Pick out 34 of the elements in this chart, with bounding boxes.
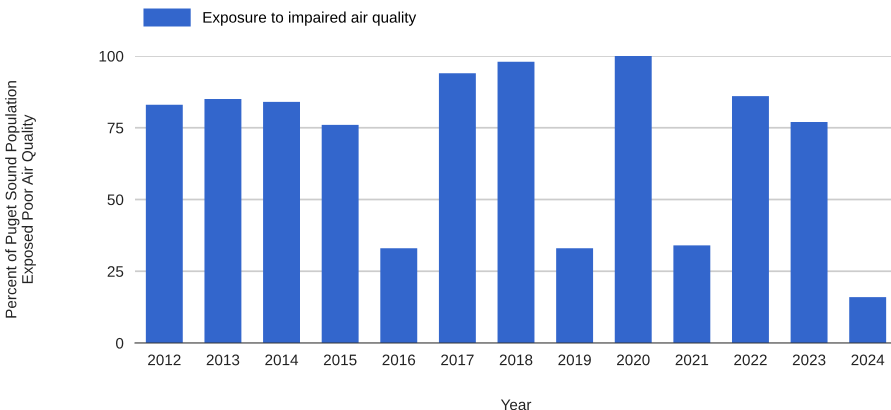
bar — [146, 104, 183, 343]
bar — [263, 102, 300, 343]
legend-label: Exposure to impaired air quality — [203, 12, 416, 26]
bar — [790, 122, 828, 343]
x-tick-label: 2019 — [558, 354, 591, 366]
y-tick-label: 100 — [100, 50, 124, 62]
bar — [732, 96, 769, 343]
bar — [849, 297, 886, 343]
bar — [322, 124, 359, 343]
x-tick-label: 2023 — [792, 354, 826, 366]
bar — [556, 248, 594, 343]
y-tick-label: 50 — [108, 194, 124, 206]
y-tick-label: 0 — [116, 338, 124, 349]
bar — [204, 99, 242, 343]
bar — [673, 245, 710, 343]
x-axis-title: Year — [500, 399, 532, 410]
bar — [380, 248, 418, 343]
x-tick-label: 2022 — [734, 354, 767, 366]
x-tick-label: 2020 — [617, 354, 650, 366]
x-tick-label: 2018 — [500, 354, 532, 366]
x-tick-label: 2016 — [382, 354, 416, 366]
y-tick-label: 25 — [108, 266, 124, 277]
bar — [498, 62, 534, 343]
x-tick-label: 2021 — [676, 354, 708, 366]
x-tick-label: 2024 — [851, 354, 884, 366]
bar — [438, 73, 476, 343]
y-tick-label: 75 — [108, 122, 124, 134]
bar — [614, 56, 652, 343]
x-tick-label: 2015 — [324, 354, 357, 366]
x-tick-label: 2012 — [148, 354, 181, 366]
x-tick-label: 2014 — [265, 354, 298, 366]
x-tick-label: 2017 — [441, 354, 474, 366]
y-axis-title: Percent of Puget Sound Population Exposed Poor Air Quality — [5, 81, 36, 318]
x-tick-label: 2013 — [206, 354, 240, 366]
